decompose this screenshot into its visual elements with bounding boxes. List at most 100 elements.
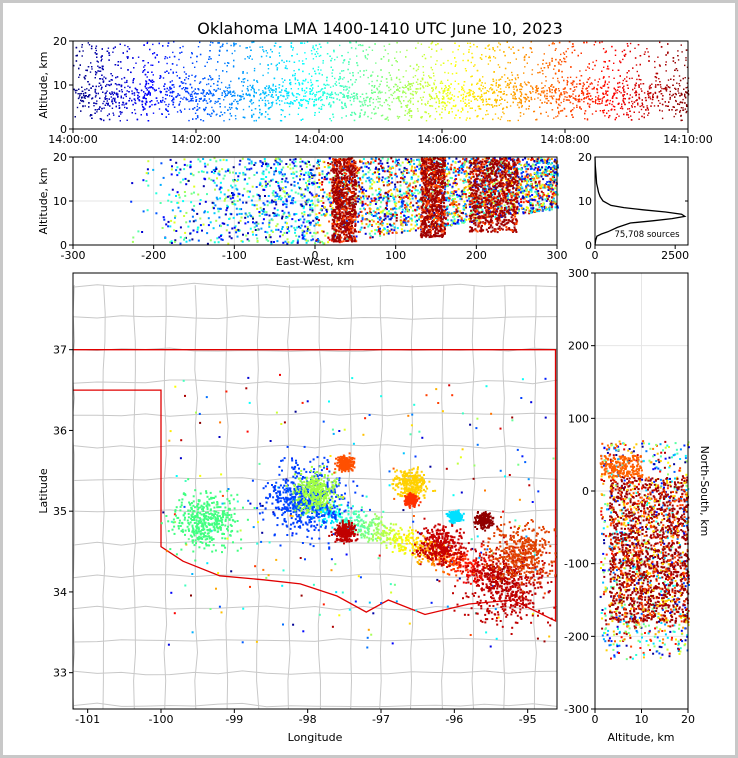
source-point <box>372 102 374 104</box>
source-point <box>525 54 527 56</box>
source-point <box>91 68 93 70</box>
source-point <box>352 72 354 74</box>
source-point <box>632 67 634 69</box>
source-point <box>106 100 108 102</box>
source-point <box>561 70 563 73</box>
source-point <box>462 109 464 111</box>
source-point <box>317 69 319 71</box>
source-point <box>585 88 587 90</box>
source-point <box>551 43 554 45</box>
source-point <box>320 106 323 108</box>
source-point <box>185 90 187 93</box>
source-point <box>453 99 455 102</box>
source-point <box>112 102 114 105</box>
source-point <box>332 113 334 116</box>
source-point <box>492 47 494 49</box>
source-point <box>427 100 429 103</box>
source-point <box>121 111 123 114</box>
source-point <box>100 118 103 121</box>
source-point <box>462 93 465 96</box>
source-point <box>84 92 87 94</box>
source-point <box>173 41 175 43</box>
source-point <box>409 65 412 67</box>
source-point <box>540 67 542 70</box>
source-point <box>206 83 208 86</box>
source-point <box>489 88 491 90</box>
source-point <box>118 107 121 109</box>
source-point <box>423 74 425 76</box>
source-point <box>519 88 521 91</box>
source-point <box>624 55 626 57</box>
source-point <box>453 95 456 97</box>
source-point <box>330 120 333 122</box>
source-point <box>87 42 89 44</box>
source-point <box>197 93 199 95</box>
source-point <box>100 60 102 62</box>
source-point <box>79 74 81 76</box>
source-point <box>90 87 92 89</box>
source-point <box>209 92 211 94</box>
source-point <box>293 95 295 97</box>
source-point <box>279 103 281 106</box>
source-point <box>471 107 473 109</box>
source-point <box>283 61 285 63</box>
source-point <box>435 101 437 104</box>
source-point <box>318 55 321 57</box>
source-point <box>221 45 224 47</box>
source-point <box>480 93 483 96</box>
source-point <box>572 90 575 92</box>
source-point <box>589 95 592 97</box>
source-point <box>449 93 451 95</box>
source-point <box>466 103 468 106</box>
source-point <box>342 85 344 87</box>
source-point <box>243 97 245 100</box>
source-point <box>487 113 489 115</box>
source-point <box>682 77 684 80</box>
source-point <box>520 95 522 97</box>
source-point <box>197 46 200 48</box>
source-point <box>347 95 350 97</box>
source-point <box>303 42 306 44</box>
source-point <box>645 99 647 102</box>
source-point <box>223 99 225 101</box>
source-point <box>128 48 131 50</box>
source-point <box>503 74 506 76</box>
source-point <box>310 85 312 87</box>
source-point <box>326 53 329 55</box>
source-point <box>409 88 412 90</box>
source-point <box>606 112 608 114</box>
source-point <box>551 109 554 111</box>
source-point <box>604 80 607 82</box>
source-point <box>505 94 508 96</box>
source-point <box>341 106 343 108</box>
source-point <box>469 42 471 44</box>
source-point <box>495 102 497 104</box>
source-point <box>145 103 147 106</box>
source-point <box>227 62 229 64</box>
source-point <box>320 108 322 110</box>
source-point <box>76 106 79 109</box>
source-point <box>444 102 446 105</box>
source-point <box>433 83 435 86</box>
source-point <box>288 91 290 94</box>
source-point <box>546 92 548 95</box>
source-point <box>531 51 533 53</box>
source-point <box>404 84 406 86</box>
source-point <box>468 99 470 101</box>
source-point <box>567 76 569 79</box>
source-point <box>335 93 337 96</box>
source-point <box>622 79 624 82</box>
source-point <box>484 87 486 89</box>
source-point <box>356 97 358 99</box>
source-point <box>635 91 638 94</box>
source-point <box>489 98 491 100</box>
source-point <box>196 115 199 117</box>
source-point <box>502 107 505 109</box>
source-point <box>253 120 255 122</box>
source-point <box>194 88 196 90</box>
source-point <box>524 93 527 95</box>
source-point <box>290 88 292 90</box>
source-point <box>150 64 152 66</box>
source-point <box>79 64 81 66</box>
source-point <box>462 100 465 102</box>
